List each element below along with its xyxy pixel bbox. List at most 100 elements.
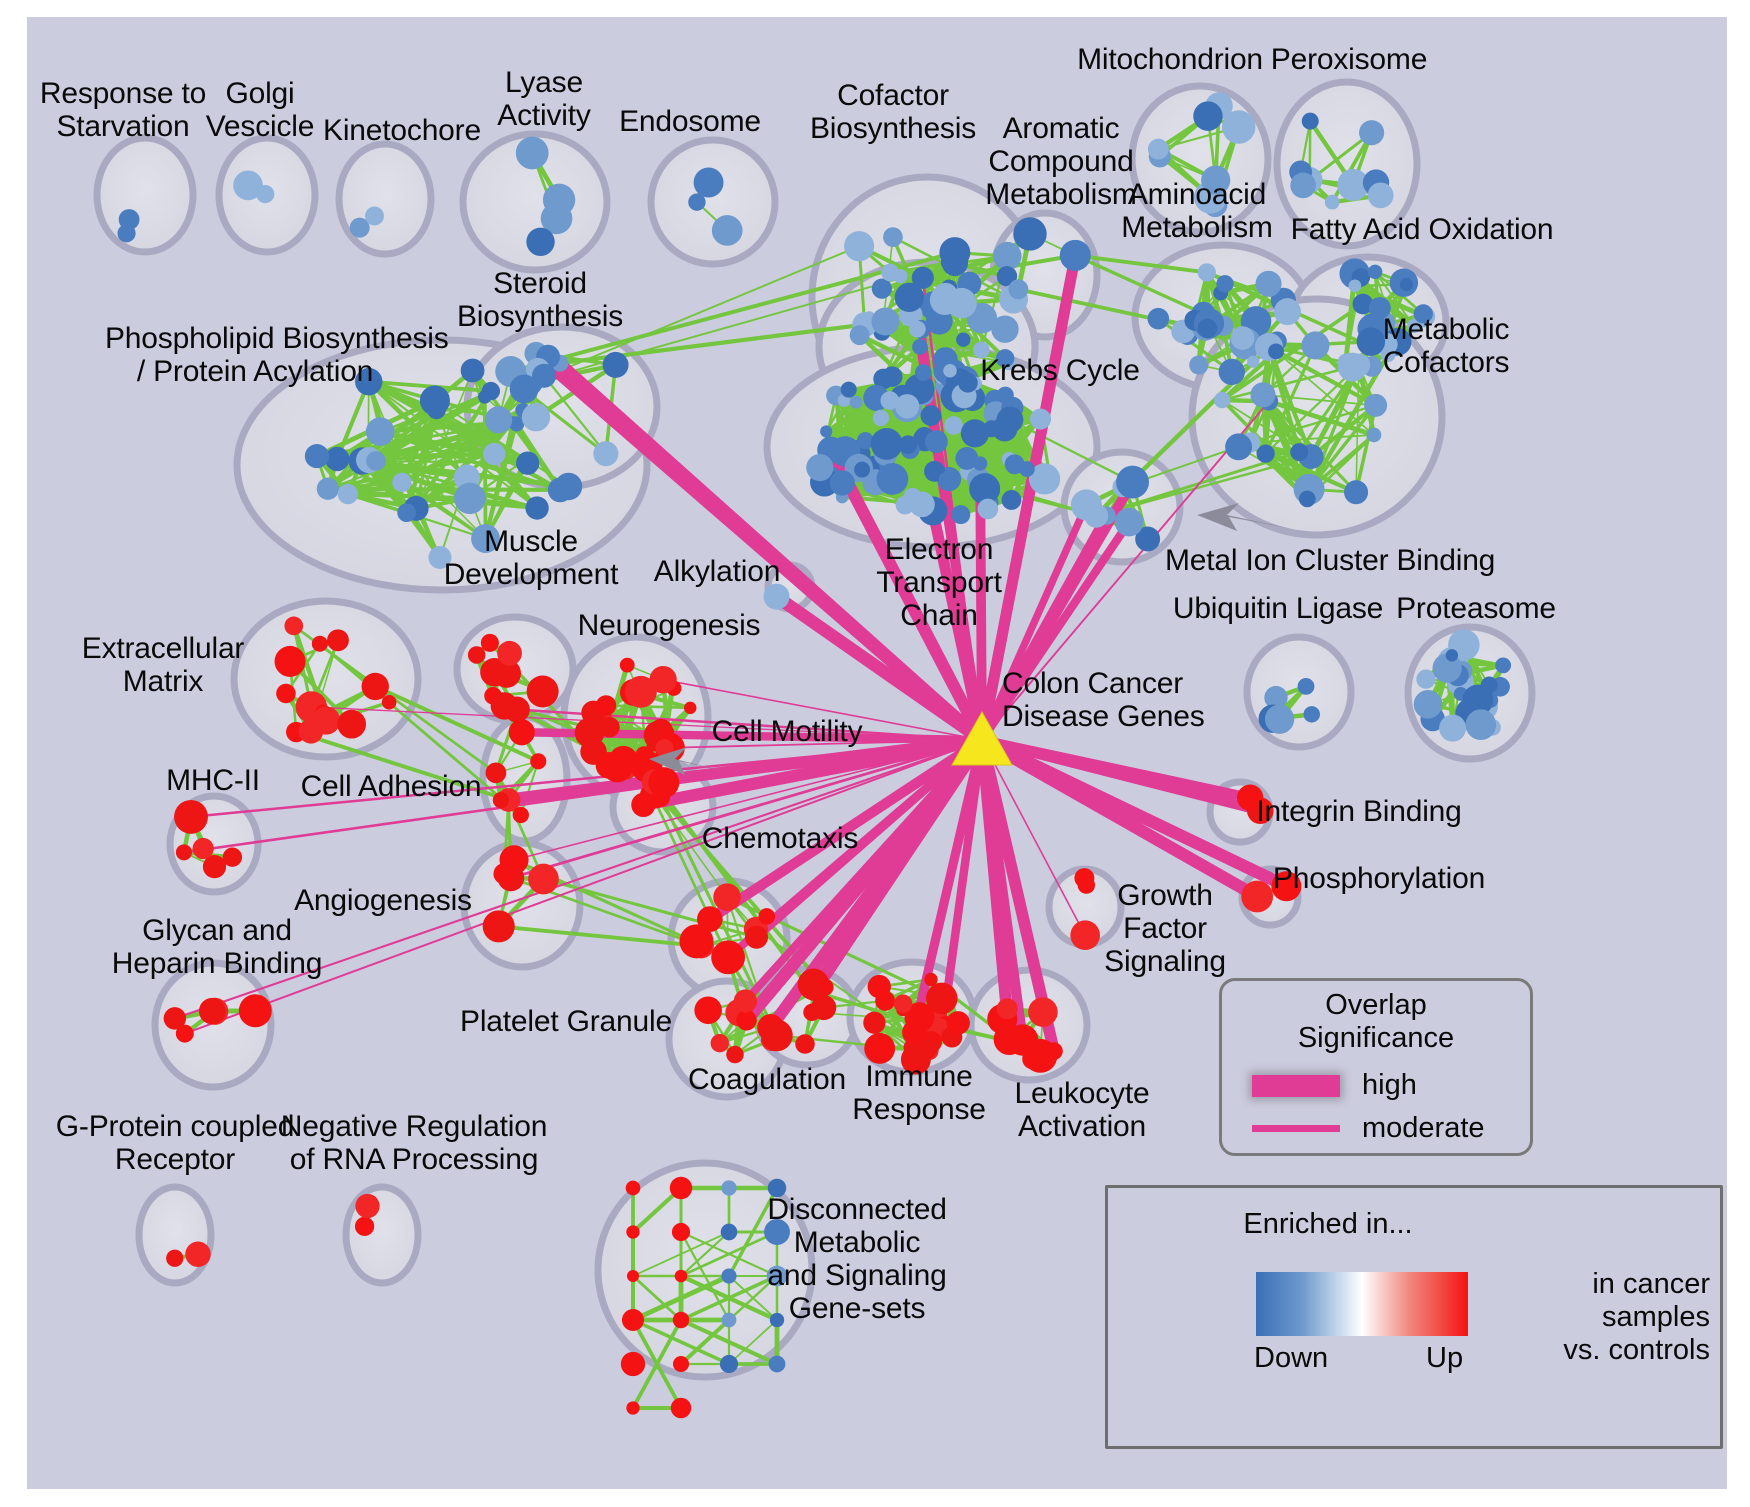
gene-set-node[interactable]	[1416, 669, 1436, 689]
gene-set-node[interactable]	[274, 645, 306, 677]
gene-set-node[interactable]	[175, 844, 192, 861]
gene-set-node[interactable]	[619, 657, 635, 673]
gene-set-node[interactable]	[1347, 353, 1371, 377]
gene-set-node[interactable]	[621, 1308, 645, 1332]
gene-set-node[interactable]	[764, 1219, 790, 1245]
gene-set-node[interactable]	[661, 725, 675, 739]
gene-set-node[interactable]	[192, 837, 214, 860]
gene-set-node[interactable]	[1084, 503, 1109, 528]
gene-set-node[interactable]	[875, 990, 896, 1011]
gene-set-node[interactable]	[911, 266, 934, 289]
gene-set-node[interactable]	[688, 193, 706, 211]
gene-set-node[interactable]	[1197, 263, 1216, 282]
gene-set-node[interactable]	[1028, 997, 1058, 1027]
gene-set-node[interactable]	[1077, 876, 1096, 894]
gene-set-node[interactable]	[768, 1355, 786, 1373]
gene-set-node[interactable]	[1135, 526, 1161, 552]
gene-set-node[interactable]	[924, 972, 938, 987]
gene-set-node[interactable]	[1268, 343, 1284, 360]
gene-set-node[interactable]	[626, 1401, 640, 1415]
gene-set-node[interactable]	[991, 315, 1019, 343]
gene-set-node[interactable]	[829, 470, 855, 496]
gene-set-node[interactable]	[1301, 112, 1319, 130]
gene-set-node[interactable]	[525, 496, 549, 520]
gene-set-node[interactable]	[1303, 706, 1320, 723]
gene-set-node[interactable]	[940, 985, 954, 999]
gene-set-node[interactable]	[454, 482, 486, 515]
cluster-blob-kinetochore[interactable]	[335, 140, 435, 258]
gene-set-node[interactable]	[1352, 293, 1374, 315]
cluster-blob-lyase-activity[interactable]	[459, 130, 611, 274]
gene-set-node[interactable]	[713, 883, 741, 911]
gene-set-node[interactable]	[720, 1223, 738, 1241]
gene-set-node[interactable]	[233, 170, 263, 201]
gene-set-node[interactable]	[1193, 101, 1223, 131]
gene-set-node[interactable]	[354, 1216, 375, 1236]
gene-set-node[interactable]	[1247, 355, 1260, 368]
gene-set-node[interactable]	[958, 372, 978, 393]
gene-set-node[interactable]	[669, 1176, 693, 1200]
gene-set-node[interactable]	[733, 989, 758, 1013]
gene-set-node[interactable]	[925, 430, 948, 454]
gene-set-node[interactable]	[721, 1312, 737, 1328]
gene-set-node[interactable]	[908, 320, 926, 338]
gene-set-node[interactable]	[602, 351, 629, 378]
gene-set-node[interactable]	[1070, 920, 1100, 951]
gene-set-node[interactable]	[593, 441, 619, 467]
gene-set-node[interactable]	[711, 940, 746, 975]
gene-set-node[interactable]	[512, 806, 529, 824]
gene-set-node[interactable]	[1324, 194, 1340, 210]
gene-set-node[interactable]	[509, 416, 525, 432]
gene-set-node[interactable]	[672, 1311, 690, 1329]
gene-set-node[interactable]	[803, 1003, 821, 1022]
gene-set-node[interactable]	[1413, 690, 1443, 719]
gene-set-node[interactable]	[996, 266, 1018, 287]
gene-set-node[interactable]	[1290, 443, 1309, 462]
gene-set-node[interactable]	[1201, 165, 1231, 195]
gene-set-node[interactable]	[951, 505, 971, 525]
gene-set-node[interactable]	[526, 675, 559, 708]
gene-set-node[interactable]	[736, 1009, 757, 1031]
gene-set-node[interactable]	[969, 473, 1001, 505]
gene-set-node[interactable]	[983, 420, 1001, 438]
gene-set-node[interactable]	[1147, 307, 1170, 330]
gene-set-node[interactable]	[222, 847, 243, 867]
gene-set-node[interactable]	[521, 403, 551, 432]
gene-set-node[interactable]	[365, 206, 384, 226]
gene-set-node[interactable]	[881, 263, 900, 282]
gene-set-node[interactable]	[972, 456, 988, 471]
gene-set-node[interactable]	[1028, 463, 1061, 495]
gene-set-node[interactable]	[1406, 318, 1422, 334]
gene-set-node[interactable]	[1189, 355, 1209, 375]
gene-set-node[interactable]	[1250, 382, 1276, 408]
gene-set-node[interactable]	[1264, 704, 1295, 734]
gene-set-node[interactable]	[1356, 327, 1386, 356]
gene-set-node[interactable]	[1147, 138, 1169, 160]
gene-set-node[interactable]	[767, 1178, 787, 1198]
gene-set-node[interactable]	[962, 424, 981, 443]
gene-set-node[interactable]	[1013, 217, 1047, 251]
gene-set-node[interactable]	[1495, 657, 1512, 674]
gene-set-node[interactable]	[602, 752, 633, 783]
gene-set-node[interactable]	[1029, 408, 1052, 430]
gene-set-node[interactable]	[1114, 507, 1144, 537]
gene-set-node[interactable]	[726, 1045, 744, 1064]
gene-set-node[interactable]	[480, 633, 499, 652]
gene-set-node[interactable]	[920, 405, 942, 426]
gene-set-node[interactable]	[820, 425, 833, 438]
gene-set-node[interactable]	[721, 1268, 737, 1284]
gene-set-node[interactable]	[493, 863, 515, 885]
gene-set-node[interactable]	[1230, 326, 1255, 350]
gene-set-node[interactable]	[1255, 270, 1282, 297]
gene-set-node[interactable]	[804, 981, 824, 1002]
gene-set-node[interactable]	[1367, 182, 1394, 209]
gene-set-node[interactable]	[849, 325, 870, 346]
gene-set-node[interactable]	[482, 910, 515, 943]
gene-set-node[interactable]	[871, 307, 900, 336]
gene-set-node[interactable]	[485, 406, 513, 434]
gene-set-node[interactable]	[518, 452, 533, 467]
gene-set-node[interactable]	[490, 692, 519, 720]
gene-set-node[interactable]	[492, 792, 509, 809]
gene-set-node[interactable]	[943, 364, 957, 378]
gene-set-node[interactable]	[996, 998, 1018, 1020]
